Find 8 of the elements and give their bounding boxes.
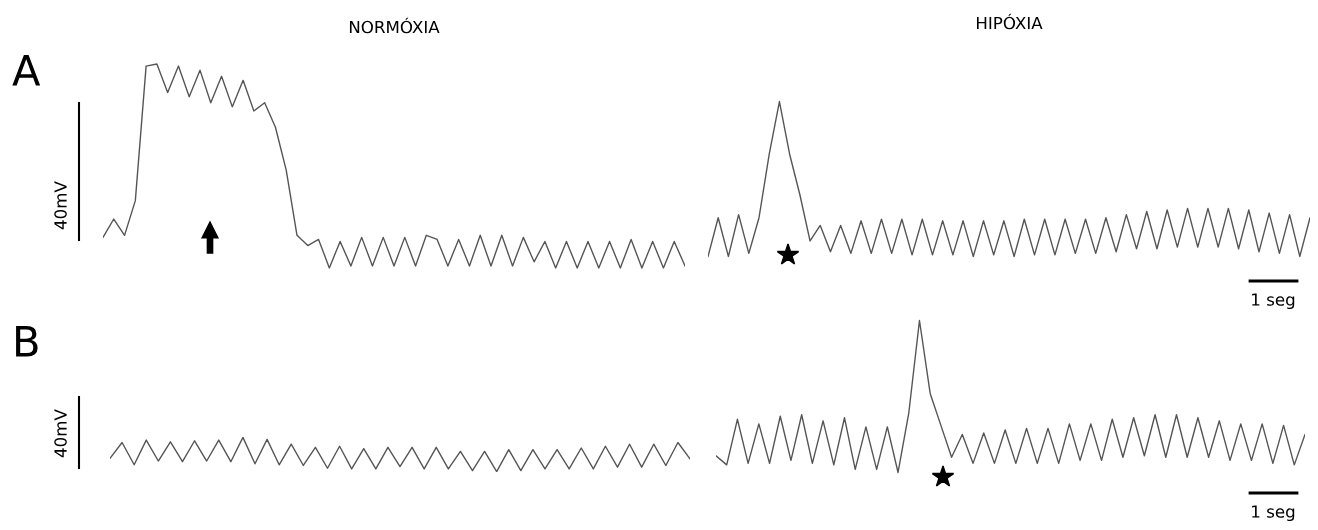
text: 1 seg: [1252, 505, 1295, 522]
text: 40mV: [54, 181, 67, 230]
text: A: [12, 55, 41, 86]
text: B: [16, 326, 38, 357]
text: 1 seg: [1252, 293, 1295, 310]
chart-title: NORMÓXIA: [349, 17, 440, 34]
chart-title: HIPÓXIA: [976, 13, 1043, 30]
text: 40mV: [54, 409, 67, 458]
